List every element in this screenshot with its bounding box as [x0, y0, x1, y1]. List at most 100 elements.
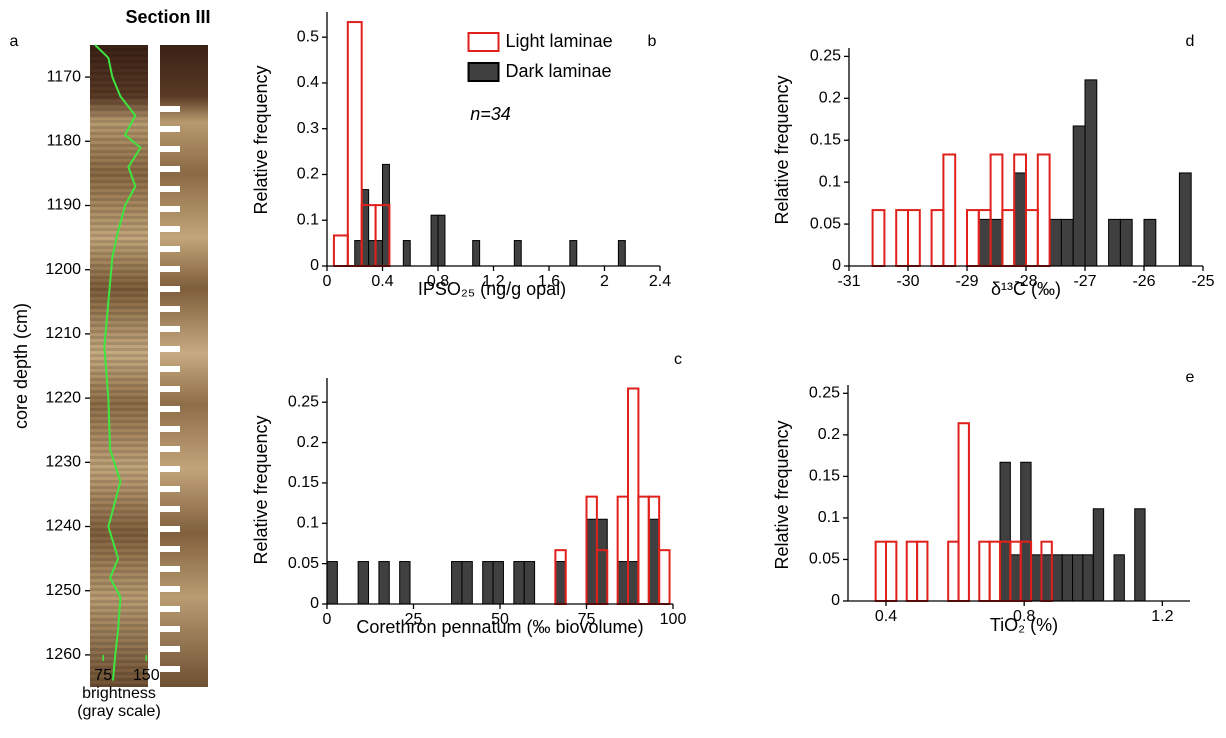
histogram-bar	[988, 540, 1001, 603]
histogram-bar	[874, 540, 887, 603]
y-tick-label: 0.2	[819, 90, 841, 107]
histogram-bar	[930, 209, 945, 267]
histogram-bar	[658, 549, 671, 606]
y-tick-label: 0.2	[818, 426, 840, 443]
annotation: n=34	[470, 104, 511, 124]
legend-swatch	[467, 62, 500, 82]
x-tick-label: -27	[1073, 273, 1096, 290]
histogram-bar	[523, 561, 536, 605]
histogram-bar	[332, 234, 349, 267]
histogram-bar	[1051, 554, 1063, 602]
y-tick-label: 0.1	[819, 173, 841, 190]
x-axis-label: δ¹³C (‰)	[991, 279, 1061, 299]
histogram-bar	[1082, 554, 1094, 602]
core-laminae	[90, 45, 148, 687]
y-tick-label: 0.25	[809, 385, 840, 402]
y-tick-label: 0.25	[810, 48, 841, 65]
histogram-bar	[648, 518, 660, 605]
histogram-bar	[978, 218, 992, 267]
histogram-bar	[357, 561, 370, 605]
y-tick-label: 0.2	[297, 434, 319, 451]
histogram-bar	[472, 240, 481, 267]
x-axis-label: (gray scale)	[77, 703, 161, 720]
histogram-bar	[451, 561, 463, 605]
histogram-bar	[1119, 218, 1133, 267]
x-tick-label: 2.4	[649, 273, 671, 290]
x-tick-label: 50	[491, 611, 509, 628]
y-tick-label: 0.3	[297, 120, 319, 137]
x-tick-label: 0	[323, 273, 332, 290]
y-tick-label: 0.1	[818, 509, 840, 526]
histogram-bar	[617, 561, 629, 605]
x-axis-label: Corethron pennatum (‰ biovolume)	[356, 617, 643, 637]
y-tick-label: 1260	[45, 646, 81, 663]
x-tick-label: -31	[837, 273, 860, 290]
panel-label: d	[1186, 33, 1195, 50]
histogram-bar	[382, 163, 390, 267]
y-tick-label: 0.05	[810, 215, 841, 232]
histogram-bar	[402, 240, 411, 267]
histogram-bar	[361, 189, 370, 267]
histogram-bar	[1040, 554, 1053, 602]
histogram-bar	[554, 561, 567, 605]
histogram-bar	[1061, 554, 1074, 602]
brightness-curve	[94, 44, 142, 681]
legend-label: Dark laminae	[506, 61, 612, 81]
histogram-bar	[916, 540, 929, 603]
histogram-bar	[947, 540, 960, 603]
histogram-bar	[1113, 554, 1125, 602]
y-tick-label: 0.05	[809, 551, 840, 568]
x-tick-label: 150	[133, 667, 160, 684]
x-axis-label: TiO₂ (%)	[990, 615, 1058, 635]
x-tick-label: -28	[1014, 273, 1037, 290]
histogram-bar	[978, 540, 991, 603]
panel-label: b	[648, 33, 657, 50]
panel-label: e	[1186, 369, 1195, 386]
x-tick-label: -25	[1191, 273, 1214, 290]
histogram-bar	[1108, 218, 1121, 267]
histogram-bar	[1049, 218, 1062, 267]
histogram-bar	[1178, 172, 1192, 267]
histogram-bar	[569, 240, 578, 267]
histogram-bar	[637, 495, 650, 605]
histogram-bar	[482, 561, 494, 605]
histogram-bar	[354, 240, 363, 267]
x-tick-label: 0.8	[1013, 608, 1035, 625]
histogram-bar	[957, 422, 970, 603]
y-axis-label: Relative frequency	[251, 415, 271, 564]
histogram-bar	[586, 518, 598, 605]
y-axis-label: core depth (cm)	[11, 303, 31, 429]
histogram-bar	[1013, 172, 1027, 267]
title: Section III	[125, 7, 210, 27]
legend-label: Light laminae	[506, 31, 613, 51]
histogram-bar	[966, 209, 980, 267]
histogram-bar	[1020, 461, 1032, 602]
y-tick-label: 0.15	[288, 474, 319, 491]
y-tick-label: 1190	[47, 197, 82, 214]
y-tick-label: 0.5	[297, 28, 319, 45]
histogram-bar	[1072, 554, 1084, 602]
y-tick-label: 0.15	[810, 131, 841, 148]
histogram-bar	[942, 153, 957, 267]
y-axis-label: Relative frequency	[772, 75, 792, 224]
histogram-bar	[1072, 125, 1086, 267]
histogram-bar	[905, 540, 919, 603]
histogram-bar	[399, 561, 411, 605]
histogram-bar	[1143, 218, 1157, 267]
histogram-bar	[999, 461, 1011, 602]
histogram-bar	[596, 518, 608, 605]
y-tick-label: 0	[310, 595, 319, 612]
x-axis-label: IPSO₂₅ (ng/g opal)	[418, 279, 566, 299]
x-tick-label: 0	[323, 611, 332, 628]
x-tick-label: 0.4	[875, 608, 897, 625]
y-tick-label: 0.2	[297, 166, 319, 183]
y-tick-label: 1170	[47, 68, 82, 85]
x-tick-label: -29	[955, 273, 978, 290]
histogram-bar	[1060, 218, 1074, 267]
histogram-bar	[617, 240, 626, 267]
histogram-bar	[990, 218, 1003, 267]
histogram-bar	[871, 209, 886, 267]
histogram-bar	[513, 561, 525, 605]
